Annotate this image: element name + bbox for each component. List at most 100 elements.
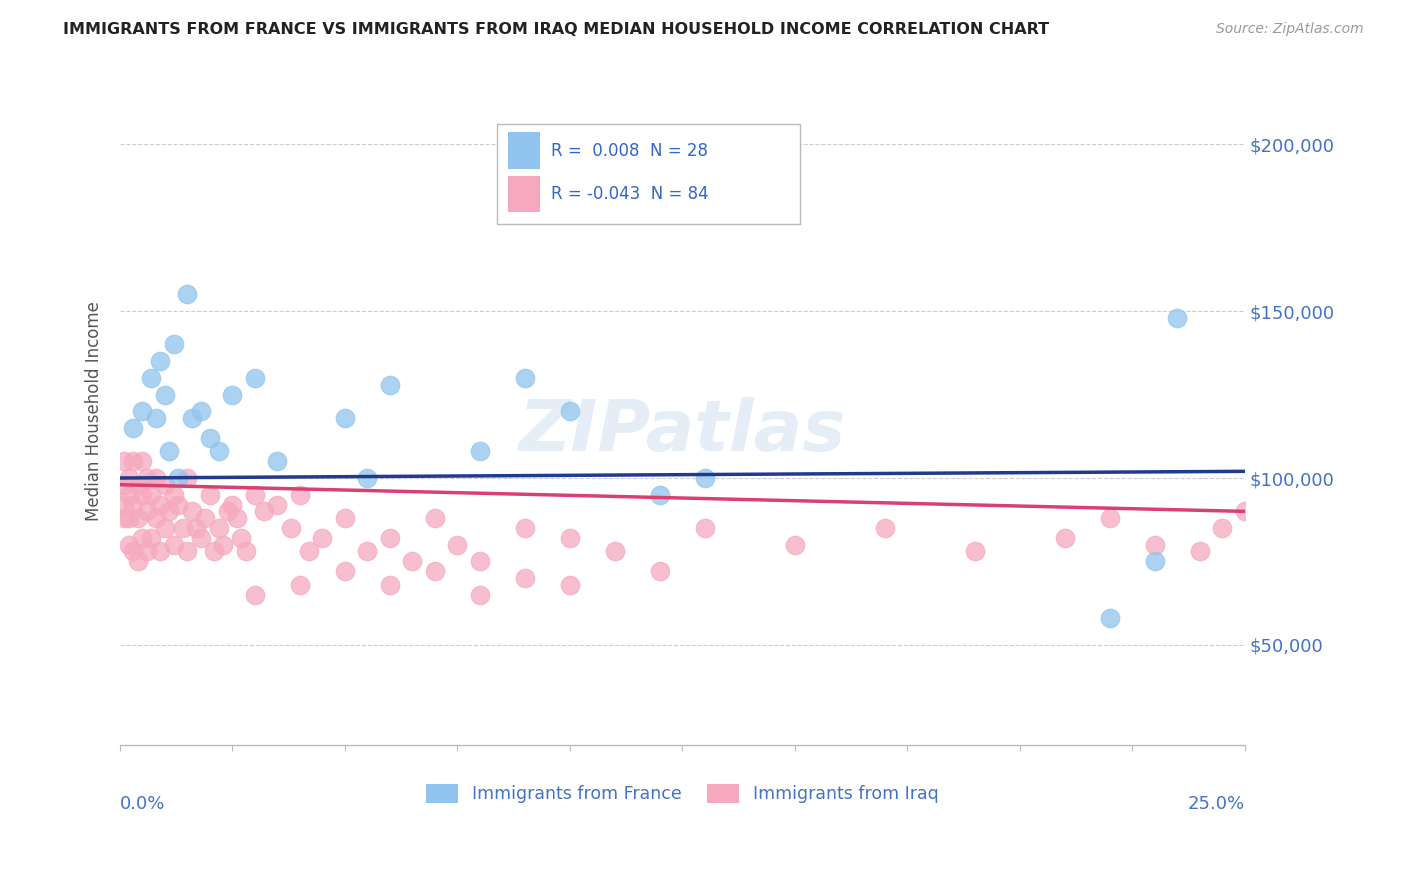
Point: [159, 504, 181, 518]
Point: [153, 477, 176, 491]
FancyBboxPatch shape: [508, 176, 540, 212]
Point: [333, 511, 356, 525]
Point: [127, 511, 149, 525]
Point: [159, 444, 181, 458]
Point: [558, 404, 581, 418]
Point: [221, 498, 243, 512]
Point: [558, 578, 581, 592]
Point: [114, 477, 136, 491]
Point: [204, 544, 226, 558]
Point: [122, 544, 145, 558]
Point: [198, 431, 221, 445]
Point: [194, 511, 217, 525]
Point: [693, 521, 716, 535]
Point: [280, 521, 302, 535]
Point: [176, 287, 198, 301]
Point: [288, 488, 311, 502]
Point: [122, 454, 145, 468]
Text: R =  0.008  N = 28: R = 0.008 N = 28: [551, 142, 707, 160]
Point: [1143, 554, 1166, 568]
Point: [446, 538, 468, 552]
Point: [118, 511, 141, 525]
Point: [266, 454, 288, 468]
Point: [513, 371, 536, 385]
Point: [356, 544, 378, 558]
Point: [131, 531, 153, 545]
Point: [513, 521, 536, 535]
Point: [266, 498, 288, 512]
Point: [163, 488, 186, 502]
Point: [163, 538, 186, 552]
Point: [378, 377, 401, 392]
Text: 25.0%: 25.0%: [1188, 795, 1244, 814]
Point: [648, 488, 671, 502]
Point: [1233, 504, 1256, 518]
Point: [198, 488, 221, 502]
Point: [235, 544, 257, 558]
Point: [127, 477, 149, 491]
Point: [114, 454, 136, 468]
Point: [114, 511, 136, 525]
Y-axis label: Median Household Income: Median Household Income: [86, 301, 103, 521]
Point: [136, 504, 159, 518]
Point: [149, 544, 172, 558]
Point: [118, 488, 141, 502]
Point: [356, 471, 378, 485]
Point: [243, 588, 266, 602]
Point: [118, 538, 141, 552]
Point: [131, 488, 153, 502]
Point: [1053, 531, 1076, 545]
Legend: Immigrants from France, Immigrants from Iraq: Immigrants from France, Immigrants from …: [419, 777, 945, 810]
Text: R = -0.043  N = 84: R = -0.043 N = 84: [551, 185, 709, 203]
Point: [221, 387, 243, 401]
Point: [186, 521, 208, 535]
Point: [167, 498, 190, 512]
Point: [181, 411, 204, 425]
FancyBboxPatch shape: [508, 132, 540, 169]
Point: [558, 531, 581, 545]
Text: 0.0%: 0.0%: [120, 795, 166, 814]
Point: [423, 511, 446, 525]
Point: [783, 538, 806, 552]
Point: [127, 554, 149, 568]
Point: [1211, 521, 1233, 535]
Point: [172, 521, 194, 535]
Point: [163, 337, 186, 351]
Point: [176, 471, 198, 485]
Point: [378, 531, 401, 545]
Point: [145, 511, 167, 525]
Point: [176, 544, 198, 558]
FancyBboxPatch shape: [496, 124, 800, 224]
Point: [603, 544, 626, 558]
Point: [298, 544, 321, 558]
Point: [253, 504, 276, 518]
Point: [149, 498, 172, 512]
Point: [1188, 544, 1211, 558]
Point: [401, 554, 423, 568]
Point: [153, 521, 176, 535]
Point: [208, 444, 231, 458]
Point: [217, 504, 239, 518]
Point: [190, 531, 212, 545]
Point: [243, 488, 266, 502]
Point: [122, 498, 145, 512]
Point: [873, 521, 896, 535]
Point: [114, 498, 136, 512]
Point: [468, 588, 491, 602]
Point: [136, 544, 159, 558]
Point: [136, 471, 159, 485]
Point: [1098, 611, 1121, 625]
Point: [141, 488, 163, 502]
Point: [288, 578, 311, 592]
Point: [243, 371, 266, 385]
Point: [190, 404, 212, 418]
Point: [167, 471, 190, 485]
Point: [333, 565, 356, 579]
Point: [311, 531, 333, 545]
Point: [1166, 310, 1188, 325]
Text: IMMIGRANTS FROM FRANCE VS IMMIGRANTS FROM IRAQ MEDIAN HOUSEHOLD INCOME CORRELATI: IMMIGRANTS FROM FRANCE VS IMMIGRANTS FRO…: [63, 22, 1049, 37]
Point: [141, 371, 163, 385]
Point: [118, 471, 141, 485]
Point: [513, 571, 536, 585]
Point: [131, 454, 153, 468]
